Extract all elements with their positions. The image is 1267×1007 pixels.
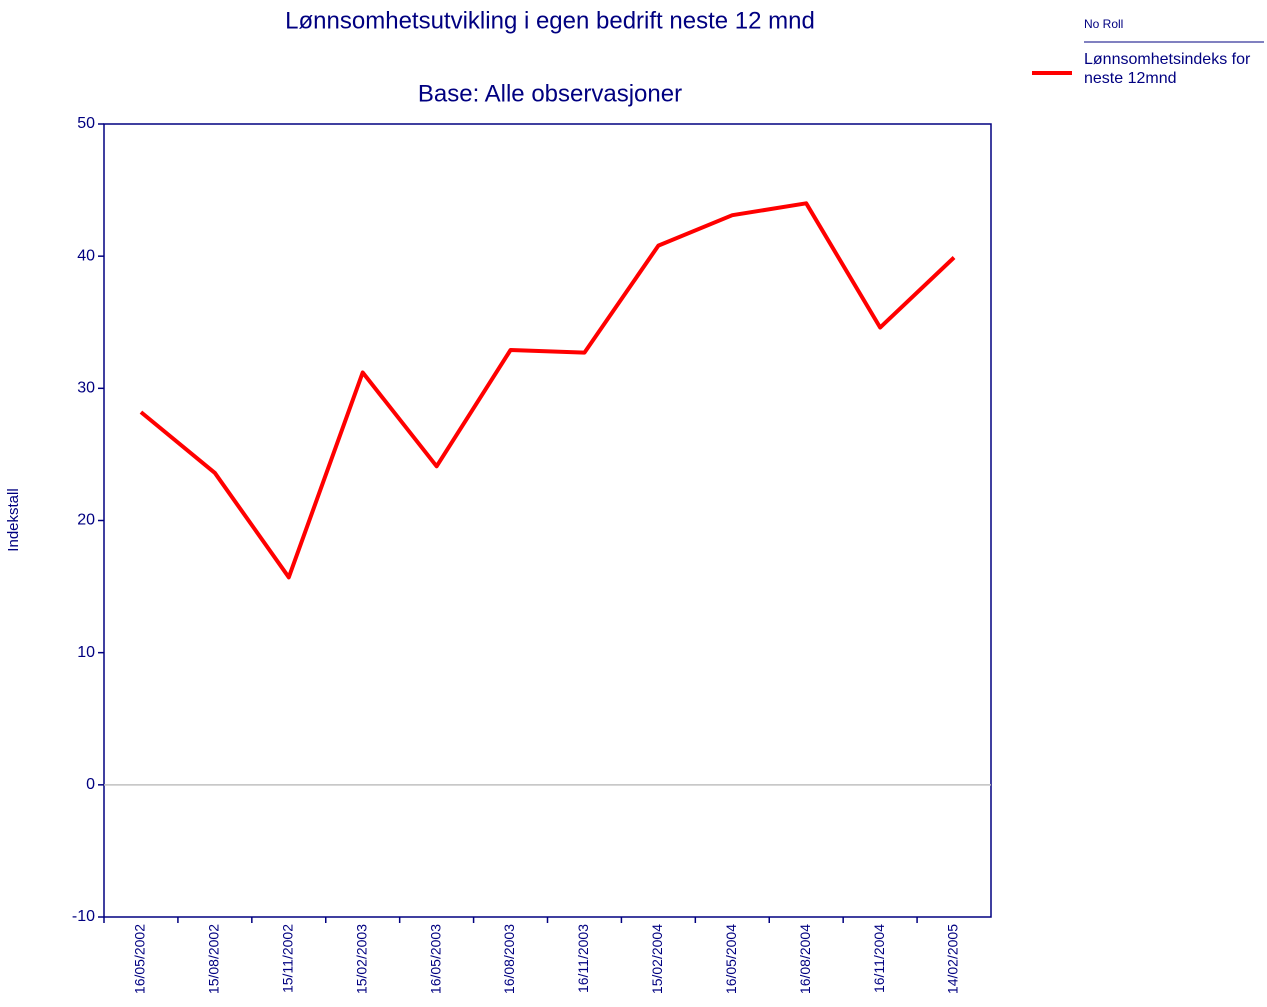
x-tick-label: 14/02/2005 [945, 924, 961, 994]
chart-subtitle: Base: Alle observasjoner [418, 80, 682, 107]
y-tick-label: 40 [77, 247, 95, 264]
legend-title: No Roll [1084, 17, 1123, 31]
x-tick-label: 16/05/2004 [723, 924, 739, 994]
plot-frame [103, 123, 992, 918]
x-tick-label: 16/05/2003 [427, 924, 443, 994]
y-tick-label: 50 [77, 115, 95, 132]
x-tick-label: 16/05/2002 [132, 924, 148, 994]
x-tick-label: 15/02/2004 [649, 924, 665, 994]
y-tick-label: 0 [86, 776, 95, 793]
y-tick-label: 20 [77, 512, 95, 529]
legend-label: Lønnsomhetsindeks for neste 12mnd [1084, 51, 1251, 87]
series-line [139, 201, 956, 580]
x-tick-label: 15/08/2002 [206, 924, 222, 994]
x-tick-label: 15/11/2002 [279, 924, 295, 993]
y-tick-label: 10 [77, 644, 95, 661]
y-tick-label: -10 [72, 908, 95, 925]
x-tick-label: 15/02/2003 [353, 924, 369, 994]
y-axis-label: Indekstall [5, 488, 22, 551]
y-tick-label: 30 [77, 380, 95, 397]
x-tick-label: 16/11/2004 [871, 924, 887, 993]
x-tick-label: 16/11/2003 [575, 924, 591, 993]
chart-title: Lønnsomhetsutvikling i egen bedrift nest… [285, 7, 815, 34]
x-tick-label: 16/08/2003 [501, 924, 517, 994]
x-tick-label: 16/08/2004 [797, 924, 813, 994]
